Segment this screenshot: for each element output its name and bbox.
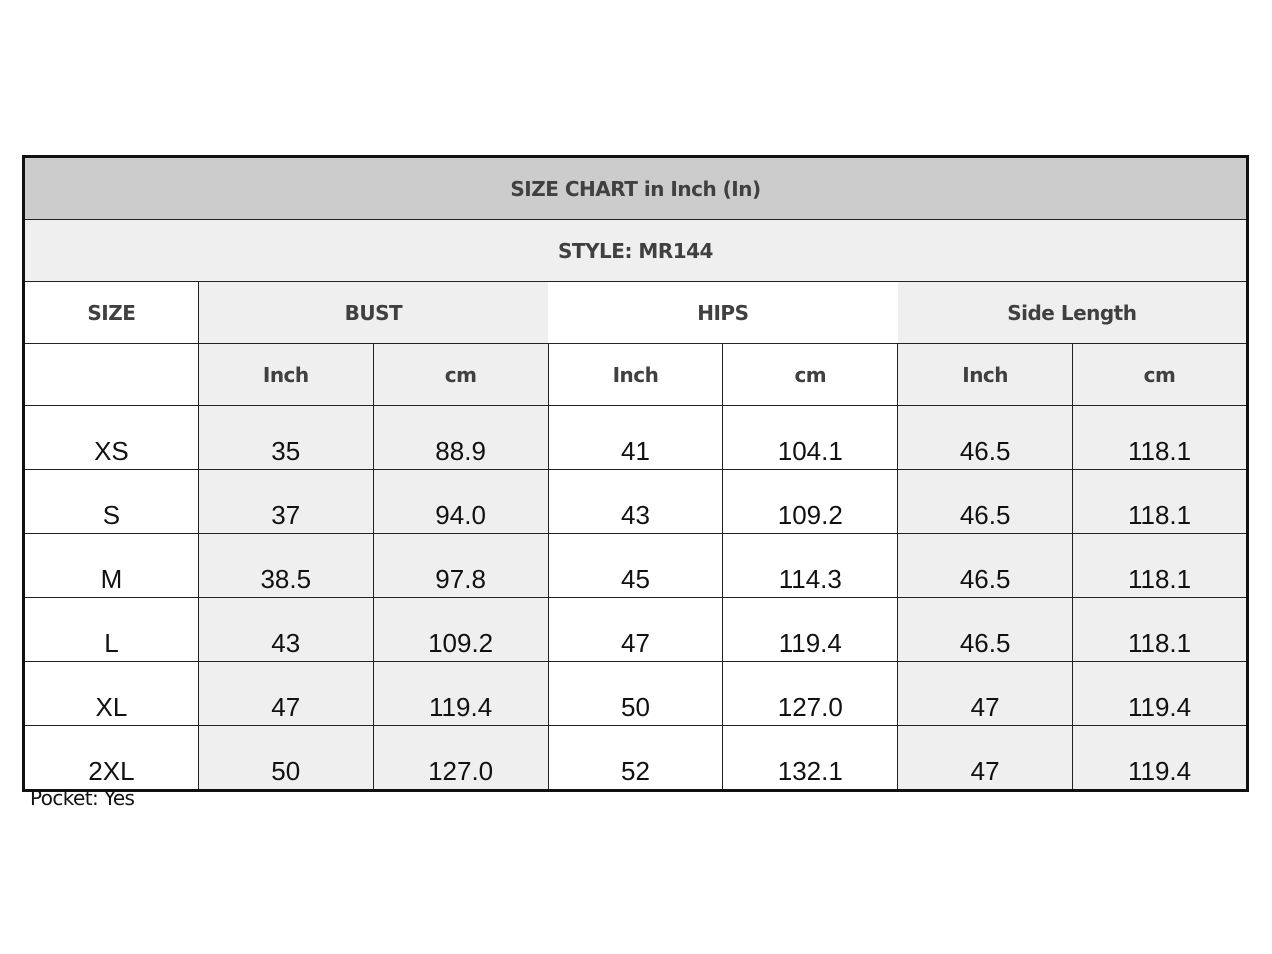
unit-header: Inch — [197, 343, 374, 406]
value-cell: 119.4 — [1072, 661, 1248, 726]
value-cell: 38.5 — [197, 533, 374, 598]
pocket-note: Pocket: Yes — [30, 786, 135, 810]
table-row: L 43 109.2 47 119.4 46.5 118.1 — [23, 597, 1248, 662]
value-cell: 88.9 — [372, 405, 549, 470]
value-cell: 46.5 — [897, 533, 1074, 598]
value-cell: 37 — [197, 469, 374, 534]
value-cell: 119.4 — [722, 597, 899, 662]
value-cell: 35 — [197, 405, 374, 470]
value-cell: 47 — [897, 661, 1074, 726]
value-cell: 132.1 — [722, 725, 899, 791]
header-hips: HIPS — [548, 281, 898, 344]
header-bust: BUST — [198, 281, 549, 344]
table-row: 2XL 50 127.0 52 132.1 47 119.4 — [23, 725, 1248, 791]
size-cell: S — [23, 469, 199, 534]
units-row: Inch cm Inch cm Inch cm — [23, 343, 1248, 406]
value-cell: 109.2 — [722, 469, 899, 534]
table-row: XL 47 119.4 50 127.0 47 119.4 — [23, 661, 1248, 726]
value-cell: 50 — [547, 661, 724, 726]
value-cell: 127.0 — [372, 725, 549, 791]
size-cell: 2XL — [23, 725, 199, 791]
value-cell: 46.5 — [897, 405, 1074, 470]
units-blank — [23, 343, 199, 406]
value-cell: 46.5 — [897, 597, 1074, 662]
unit-header: cm — [722, 343, 899, 406]
value-cell: 50 — [197, 725, 374, 791]
value-cell: 97.8 — [372, 533, 549, 598]
size-cell: XS — [23, 405, 199, 470]
value-cell: 41 — [547, 405, 724, 470]
value-cell: 119.4 — [372, 661, 549, 726]
value-cell: 118.1 — [1072, 597, 1248, 662]
value-cell: 45 — [547, 533, 724, 598]
size-chart-table: SIZE CHART in Inch (In) STYLE: MR144 SIZ… — [22, 155, 1249, 792]
size-cell: M — [23, 533, 199, 598]
value-cell: 127.0 — [722, 661, 899, 726]
value-cell: 46.5 — [897, 469, 1074, 534]
value-cell: 118.1 — [1072, 469, 1248, 534]
unit-header: cm — [372, 343, 549, 406]
size-cell: L — [23, 597, 199, 662]
unit-header: cm — [1072, 343, 1248, 406]
unit-header: Inch — [547, 343, 724, 406]
value-cell: 118.1 — [1072, 405, 1248, 470]
value-cell: 43 — [547, 469, 724, 534]
table-row: M 38.5 97.8 45 114.3 46.5 118.1 — [23, 533, 1248, 598]
value-cell: 52 — [547, 725, 724, 791]
value-cell: 109.2 — [372, 597, 549, 662]
value-cell: 47 — [547, 597, 724, 662]
value-cell: 118.1 — [1072, 533, 1248, 598]
value-cell: 104.1 — [722, 405, 899, 470]
size-cell: XL — [23, 661, 199, 726]
unit-header: Inch — [897, 343, 1074, 406]
header-side-length: Side Length — [897, 281, 1248, 344]
value-cell: 43 — [197, 597, 374, 662]
table-title: SIZE CHART in Inch (In) — [23, 156, 1248, 220]
value-cell: 94.0 — [372, 469, 549, 534]
value-cell: 47 — [897, 725, 1074, 791]
table-row: S 37 94.0 43 109.2 46.5 118.1 — [23, 469, 1248, 534]
value-cell: 47 — [197, 661, 374, 726]
style-code: STYLE: MR144 — [23, 219, 1248, 282]
table-row: XS 35 88.9 41 104.1 46.5 118.1 — [23, 405, 1248, 470]
value-cell: 114.3 — [722, 533, 899, 598]
value-cell: 119.4 — [1072, 725, 1248, 791]
header-size: SIZE — [23, 281, 199, 344]
